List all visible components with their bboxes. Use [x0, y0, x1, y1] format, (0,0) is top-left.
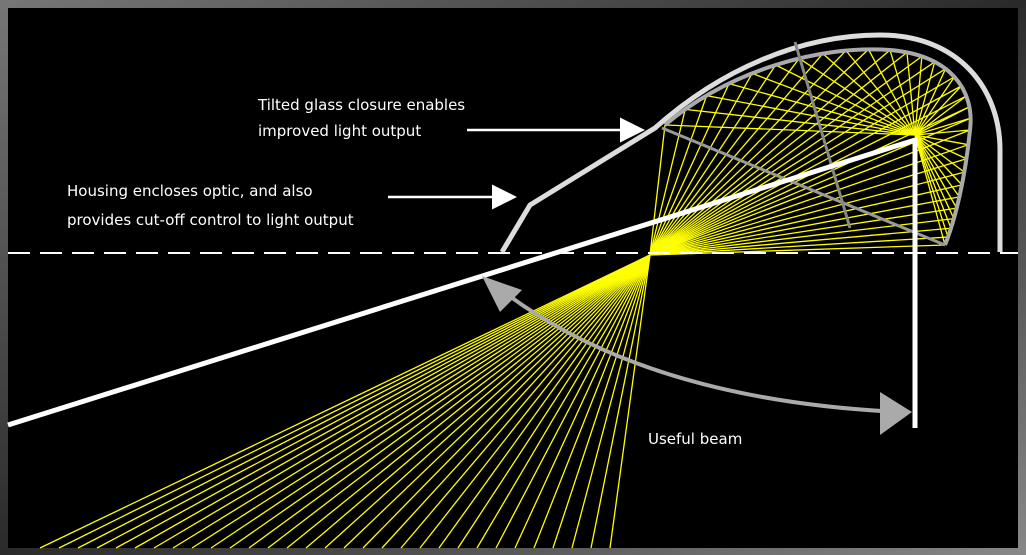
- ray: [191, 254, 651, 549]
- arrowhead: [482, 276, 522, 312]
- ray: [286, 254, 651, 549]
- ray: [867, 49, 916, 136]
- ray: [609, 254, 651, 549]
- reflector-segment: [793, 41, 852, 229]
- ray: [649, 61, 936, 256]
- ray: [419, 254, 651, 549]
- ray: [457, 254, 651, 549]
- ray: [343, 254, 651, 549]
- housing: [499, 32, 1003, 254]
- ray: [400, 254, 651, 549]
- ray: [728, 82, 916, 136]
- ray: [914, 134, 955, 219]
- ray: [96, 254, 651, 549]
- annotation: provides cut-off control to light output: [67, 211, 354, 229]
- ray: [751, 72, 916, 136]
- ray: [324, 254, 651, 549]
- ray: [685, 108, 916, 136]
- ray: [115, 254, 651, 549]
- ray: [914, 134, 969, 146]
- ray: [845, 50, 916, 136]
- ray: [649, 217, 954, 256]
- ray: [889, 49, 916, 136]
- ray: [914, 134, 946, 246]
- ray: [649, 85, 962, 256]
- annotation: Useful beam: [648, 430, 742, 448]
- ray: [649, 53, 824, 256]
- ray: [649, 68, 946, 256]
- ray: [77, 254, 651, 549]
- annotation: improved light output: [258, 122, 421, 140]
- ray: [649, 184, 963, 256]
- ray: [649, 55, 923, 256]
- ray: [649, 48, 869, 256]
- ray: [649, 196, 960, 256]
- ray: [649, 95, 708, 256]
- ray: [649, 124, 666, 256]
- glass-closure: [661, 126, 946, 247]
- panel: [8, 8, 1018, 548]
- ray: [210, 254, 651, 549]
- arrowhead: [880, 392, 912, 435]
- ray: [914, 134, 952, 229]
- reflector: [663, 47, 973, 246]
- ray: [914, 117, 971, 136]
- ray: [267, 254, 651, 549]
- ray: [914, 134, 967, 160]
- ray: [438, 254, 651, 549]
- ray: [649, 207, 957, 256]
- ray: [914, 76, 955, 136]
- ray: [533, 254, 651, 549]
- ray: [649, 73, 753, 256]
- ray: [229, 254, 651, 549]
- ray: [134, 254, 651, 549]
- ray: [476, 254, 651, 549]
- ray: [649, 171, 965, 256]
- ray: [649, 64, 777, 256]
- ray: [305, 254, 651, 549]
- ray: [649, 76, 955, 256]
- ray: [381, 254, 651, 549]
- ray: [914, 134, 963, 186]
- ray: [649, 50, 847, 256]
- ray: [153, 254, 651, 549]
- ray: [362, 254, 651, 549]
- ray: [914, 134, 960, 198]
- beam-arc: [493, 283, 901, 414]
- ray: [495, 254, 651, 549]
- ray: [552, 254, 651, 549]
- annotation: Tilted glass closure enables: [257, 96, 465, 114]
- ray: [914, 134, 965, 173]
- ray: [914, 129, 971, 136]
- ray: [590, 254, 651, 549]
- ray: [649, 106, 970, 256]
- ray: [649, 51, 908, 256]
- light-rays: [39, 48, 971, 549]
- ray: [649, 49, 891, 256]
- ray: [706, 94, 916, 136]
- ray: [39, 254, 651, 549]
- ray: [914, 134, 949, 238]
- ray: [514, 254, 651, 549]
- ray: [914, 134, 958, 209]
- ray: [248, 254, 651, 549]
- ray: [571, 254, 651, 549]
- ray: [649, 58, 800, 256]
- beam-limit: [7, 136, 918, 428]
- ray: [914, 61, 936, 136]
- annotation: Housing encloses optic, and also: [67, 182, 313, 200]
- ray: [58, 254, 651, 549]
- ray: [649, 83, 730, 256]
- ray: [914, 68, 947, 136]
- ray: [172, 254, 651, 549]
- ray: [649, 227, 952, 256]
